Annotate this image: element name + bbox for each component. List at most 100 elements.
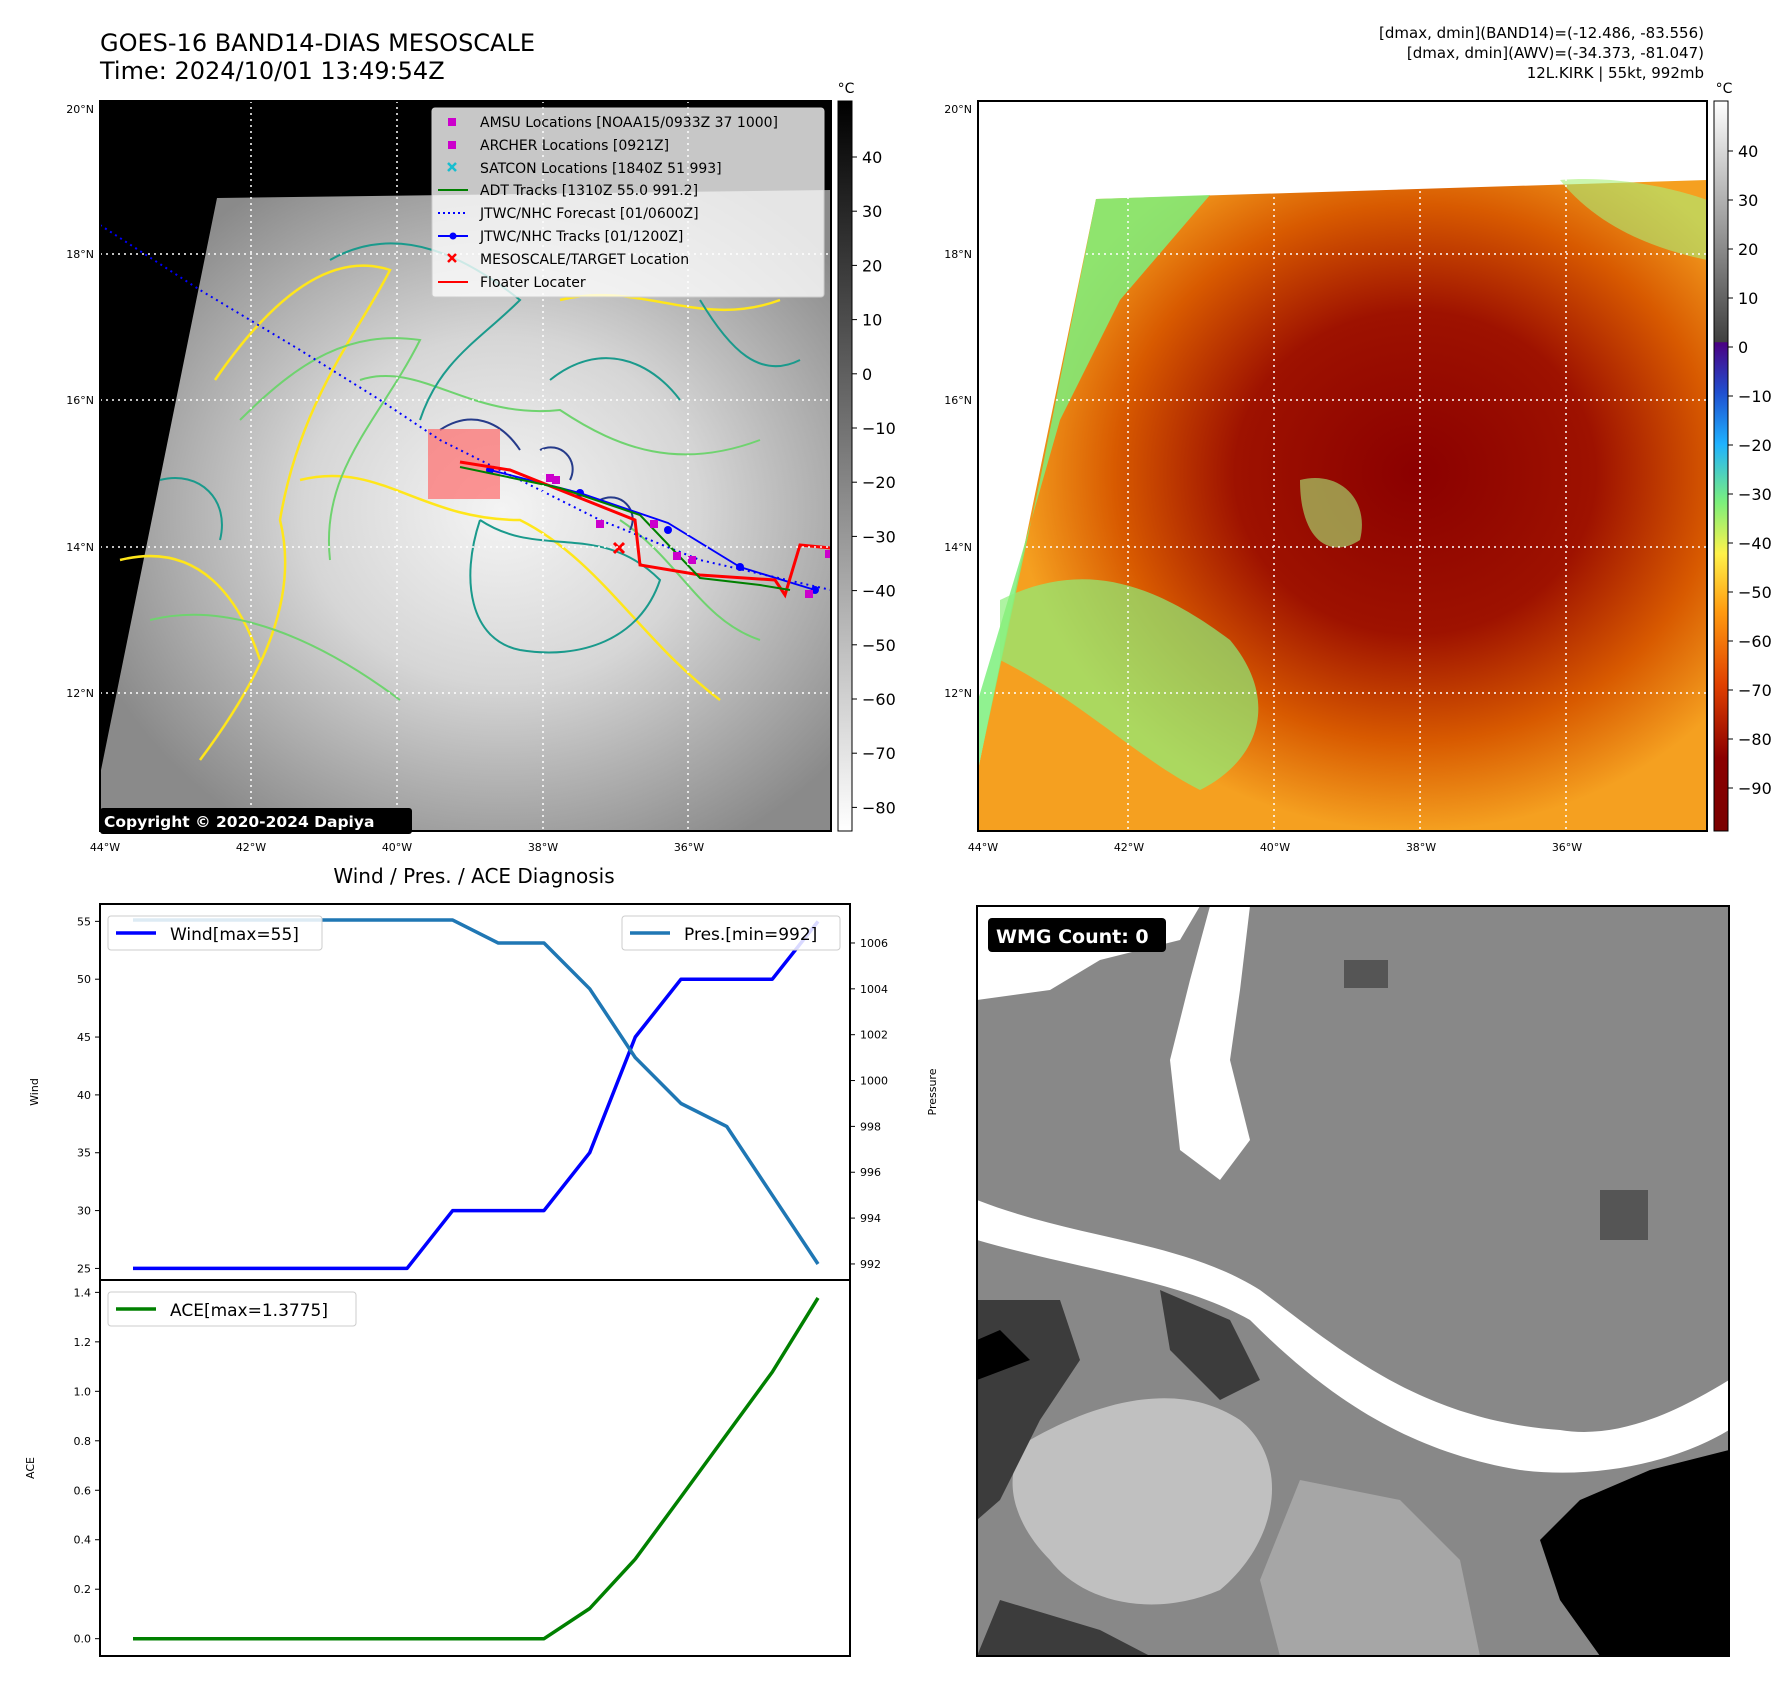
wind-legend-label: Wind[max=55]: [170, 925, 299, 945]
y-tick-label: 0.2: [74, 1583, 92, 1596]
lon-label: 40°W: [382, 841, 412, 854]
y-tick-label: 30: [77, 1205, 91, 1218]
ir-colorbar: [837, 100, 853, 832]
colorbar-tick-label: −20: [1738, 436, 1772, 455]
colorbar-tick-label: 10: [1738, 289, 1758, 308]
wmg-frame: [976, 905, 1730, 1657]
wmg-black-region: [977, 1330, 1729, 1656]
y-tick-label: 1.2: [74, 1336, 92, 1349]
ir-legend: AMSU Locations [NOAA15/0933Z 37 1000] AR…: [431, 107, 825, 298]
ace-legend-label: ACE[max=1.3775]: [170, 1301, 328, 1321]
colorbar-tick-label: 40: [862, 148, 882, 167]
colorbar-tick-label: 10: [862, 311, 882, 330]
pressure-legend-box: [621, 915, 841, 951]
colorbar-tick-label: 20: [862, 256, 882, 275]
stat-band14: [dmax, dmin](BAND14)=(-12.486, -83.556): [1379, 24, 1704, 42]
y-tick-label: 50: [77, 973, 91, 986]
colorbar-tick-label: −80: [1738, 730, 1772, 749]
colorbar-tick-label: −40: [1738, 534, 1772, 553]
y-tick-label: 0.0: [74, 1633, 92, 1646]
legend-marker-target: [447, 253, 457, 263]
copyright-box: [100, 808, 412, 834]
ir-frame: [99, 100, 832, 832]
y2-tick-label: 1000: [860, 1075, 888, 1088]
colorbar-tick-label: −60: [1738, 632, 1772, 651]
y-tick-label: 0.4: [74, 1534, 92, 1547]
series-line-wind: [133, 920, 820, 1271]
y-tick-label: 1.4: [74, 1286, 92, 1299]
y-tick-label: 1.0: [74, 1385, 92, 1398]
wmg-white-band-upper: [977, 906, 1250, 1180]
figure-time: Time: 2024/10/01 13:49:54Z: [99, 57, 445, 85]
legend-label-target: MESOSCALE/TARGET Location: [480, 252, 689, 268]
colorbar-tick-label: −50: [862, 636, 896, 655]
colorbar-tick-label: −70: [1738, 681, 1772, 700]
awv-panel: [977, 100, 1708, 832]
wind-legend-box: [107, 915, 323, 951]
series-line-ace: [133, 1296, 820, 1641]
awv-moist-band-west: [978, 195, 1210, 770]
colorbar-tick-label: −30: [1738, 485, 1772, 504]
copyright: Copyright © 2020-2024 Dapiya: [104, 813, 374, 831]
colorbar-tick-label: 40: [1738, 142, 1758, 161]
wmg-white-band-lower: [977, 1200, 1729, 1473]
ace-plot: 0.0 0.2 0.4 0.6 0.8 1.0 1.2 1.4 ACE ACE[max=1.3…: [24, 1279, 851, 1657]
ir-contour-green: [149, 337, 761, 701]
y2-tick-label: 994: [860, 1212, 881, 1225]
wind-plot-frame: [99, 903, 851, 1281]
legend-box: [431, 107, 825, 298]
ace-plot-frame: [99, 1279, 851, 1657]
ace-legend-box: [107, 1291, 357, 1327]
jtwc-track-point: [736, 563, 744, 571]
wmg-mid-gray-lower: [1260, 1480, 1480, 1656]
legend-marker-satcon: [447, 162, 457, 172]
lat-label: 12°N: [944, 687, 972, 700]
legend-label-floater: Floater Locater: [480, 275, 586, 291]
legend-label-track: JTWC/NHC Tracks [01/1200Z]: [479, 229, 683, 245]
colorbar-tick-label: 0: [862, 365, 872, 384]
lat-label: 14°N: [944, 541, 972, 554]
awv-colorbar-ticks: 40 30 20 10 0 −10 −20 −30 −40 −50 −60 −70 −80 −90: [1728, 142, 1772, 798]
y2-tick-label: 1004: [860, 983, 888, 996]
colorbar-tick-label: −40: [862, 582, 896, 601]
awv-gridlines: [978, 101, 1707, 831]
ir-imagery: [100, 190, 831, 831]
pressure-legend-label: Pres.[min=992]: [684, 925, 817, 945]
ir-latlon-labels: 20°N 18°N 16°N 14°N 12°N 44°W 42°W 40°W 38°W 36°W: [66, 103, 704, 854]
archer-markers: [546, 474, 831, 598]
wmg-label-box: [988, 918, 1166, 952]
legend-label-satcon: SATCON Locations [1840Z 51 993]: [480, 161, 722, 177]
colorbar-tick-label: −10: [862, 419, 896, 438]
y2-tick-label: 1006: [860, 937, 888, 950]
floater-track: [459, 460, 831, 599]
wmg-dark-patch: [1344, 960, 1388, 988]
wmg-dark-regions: [977, 1290, 1260, 1656]
target-marker: [612, 541, 626, 555]
y-tick-label: 40: [77, 1089, 91, 1102]
pressure-axis-label: Pressure: [926, 1068, 939, 1115]
awv-moist-patch: [1300, 179, 1707, 548]
awv-colorbar-unit: °C: [1716, 81, 1733, 97]
y2-tick-label: 996: [860, 1166, 881, 1179]
colorbar-tick-label: −30: [862, 527, 896, 546]
awv-frame: [977, 100, 1708, 832]
y-tick-label: 25: [77, 1262, 91, 1275]
lon-label: 42°W: [236, 841, 266, 854]
wind-axis-label: Wind: [28, 1078, 41, 1106]
legend-label-archer: ARCHER Locations [0921Z]: [480, 138, 669, 154]
legend-marker-track-dot: [449, 232, 457, 240]
legend-label-adt: ADT Tracks [1310Z 55.0 991.2]: [480, 183, 698, 199]
y2-tick-label: 998: [860, 1120, 881, 1133]
y-tick-label: 35: [77, 1147, 91, 1160]
wmg-light-core: [1012, 1398, 1273, 1605]
ace-plot-marks: 0.0 0.2 0.4 0.6 0.8 1.0 1.2 1.4: [74, 1286, 820, 1646]
ir-contour-navy: [439, 418, 634, 531]
ir-colorbar-ticks: 40 30 20 10 0 −10 −20 −30 −40 −50 −60 −70 −80: [852, 148, 896, 817]
lon-label: 36°W: [674, 841, 704, 854]
ace-axis-label: ACE: [24, 1457, 37, 1479]
ir-colorbar-unit: °C: [838, 81, 855, 97]
lat-label: 12°N: [66, 687, 94, 700]
figure-title: GOES-16 BAND14-DIAS MESOSCALE: [100, 29, 535, 57]
awv-colorbar: [1713, 100, 1729, 832]
